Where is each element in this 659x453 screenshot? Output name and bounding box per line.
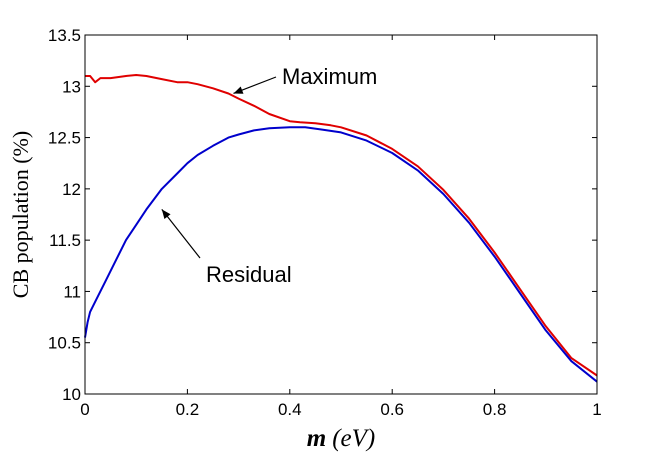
annotation-maximum: Maximum: [233, 64, 377, 95]
x-tick-label: 0.2: [176, 400, 200, 419]
x-axis-variable: m: [307, 425, 326, 452]
y-tick-label: 12.5: [48, 129, 81, 148]
series-line-maximum: [85, 74, 598, 377]
series-line-residual: [84, 126, 598, 383]
annotation-arrow-head: [233, 86, 244, 94]
annotation-arrow-shaft: [161, 209, 201, 259]
x-tick-label: 1: [592, 400, 601, 419]
x-tick-label: 0.8: [483, 400, 507, 419]
x-tick-label: 0.4: [278, 400, 302, 419]
x-axis-unit: (eV): [332, 425, 375, 452]
x-axis-label: m (eV): [307, 425, 375, 452]
y-tick-label: 12: [62, 180, 81, 199]
y-tick-label: 10: [62, 385, 81, 404]
y-tick-label: 13.5: [48, 26, 81, 45]
x-tick-label: 0.6: [380, 400, 404, 419]
y-tick-label: 10.5: [48, 334, 81, 353]
y-tick-label: 13: [62, 77, 81, 96]
annotation-residual: Residual: [161, 209, 292, 287]
y-tick-label: 11.5: [49, 231, 81, 250]
annotation-label: Maximum: [282, 64, 377, 89]
y-tick-label: 11: [63, 282, 81, 301]
y-axis-label: CB population (%): [8, 131, 33, 298]
plot-area: [85, 35, 597, 394]
annotation-label: Residual: [206, 262, 292, 287]
annotation-arrow-head: [161, 209, 171, 220]
plot-frame: [84, 34, 598, 395]
x-tick-label: 0: [80, 400, 89, 419]
